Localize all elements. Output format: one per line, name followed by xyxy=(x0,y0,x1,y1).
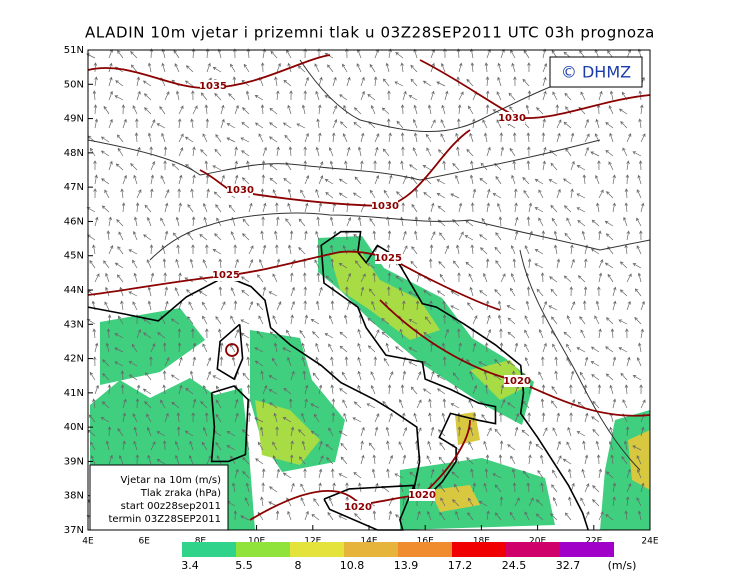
lon-label: 4E xyxy=(82,537,94,547)
isobar-label: 1030 xyxy=(498,113,526,124)
info-line: Tlak zraka (hPa) xyxy=(140,488,221,499)
colorbar: 3.4 5.5 8 10.8 13.9 17.2 24.5 32.7 (m/s) xyxy=(181,542,636,572)
isobar-label-bg xyxy=(499,112,525,124)
wind-area xyxy=(455,412,480,445)
lat-label: 39N xyxy=(64,456,84,467)
colorbar-label: 3.4 xyxy=(181,559,199,572)
colorbar-swatch xyxy=(344,542,398,557)
lat-label: 50N xyxy=(64,79,84,90)
border xyxy=(299,59,601,133)
lat-label: 46N xyxy=(64,216,84,227)
isobar xyxy=(249,419,471,521)
info-line: start 00z28sep2011 xyxy=(121,501,221,512)
info-line: termin 03Z28SEP2011 xyxy=(109,514,222,525)
colorbar-label: 24.5 xyxy=(502,559,527,572)
colorbar-label: 13.9 xyxy=(394,559,419,572)
info-line: Vjetar na 10m (m/s) xyxy=(120,475,221,486)
colorbar-label: 17.2 xyxy=(448,559,473,572)
isobar-label: 1020 xyxy=(503,376,531,387)
lon-label: 8E xyxy=(195,537,207,547)
info-text: Vjetar na 10m (m/s) Tlak zraka (hPa) start… xyxy=(109,475,222,525)
colorbar-swatch xyxy=(236,542,290,557)
isobar-label: 1020 xyxy=(408,490,436,501)
lat-label: 41N xyxy=(64,388,84,399)
isobar-label-bg xyxy=(409,489,435,501)
isobar-label: 1025 xyxy=(374,253,402,264)
isobar-label-bg xyxy=(227,184,253,196)
isobar xyxy=(225,343,239,357)
colorbar-swatch xyxy=(560,542,614,557)
lat-label: 38N xyxy=(64,491,84,502)
lon-label: 24E xyxy=(641,537,658,547)
lon-label: 10E xyxy=(248,537,265,547)
isobar xyxy=(87,250,501,311)
isobar-label-bg xyxy=(504,375,530,387)
lon-label: 16E xyxy=(417,537,434,547)
colorbar-swatch xyxy=(452,542,506,557)
colorbar-label: 5.5 xyxy=(235,559,253,572)
graticule-labels: 51N 50N 49N 48N 47N 46N 45N 44N 43N 42N 41N 40N 39N 3… xyxy=(64,45,659,547)
lat-label: 40N xyxy=(64,422,84,433)
colorbar-swatch xyxy=(182,542,236,557)
lat-label: 43N xyxy=(64,319,84,330)
lon-label: 12E xyxy=(304,537,321,547)
info-box xyxy=(89,464,229,531)
isobar-label: 1025 xyxy=(212,270,240,281)
lat-label: 42N xyxy=(64,354,84,365)
lon-label: 6E xyxy=(138,537,150,547)
isobar-labels: 1035 1030 1030 1030 1025 1025 1020 1020 1020 xyxy=(199,80,531,513)
isobar-label-bg xyxy=(345,501,371,513)
coastline xyxy=(323,484,416,531)
lat-label: 45N xyxy=(64,251,84,262)
wind-area xyxy=(330,250,440,340)
isobar-label: 1030 xyxy=(226,185,254,196)
isobar-label: 1020 xyxy=(344,502,372,513)
coastline xyxy=(87,230,589,531)
isobar-label-bg xyxy=(375,252,401,264)
isobar-label-bg xyxy=(213,269,239,281)
isobar-label: 1035 xyxy=(199,81,227,92)
isobar-label-bg xyxy=(200,80,226,92)
colorbar-swatch xyxy=(506,542,560,557)
copyright: © DHMZ xyxy=(561,63,631,82)
logo-box xyxy=(549,56,643,88)
colorbar-label: 10.8 xyxy=(340,559,365,572)
coastline xyxy=(216,323,244,381)
lon-label: 14E xyxy=(360,537,377,547)
border xyxy=(87,139,601,181)
wind-area xyxy=(100,308,205,385)
isobar-label: 1030 xyxy=(371,201,399,212)
coastlines xyxy=(87,230,589,531)
lon-label: 20E xyxy=(529,537,546,547)
lat-label: 47N xyxy=(64,182,84,193)
colorbar-unit: (m/s) xyxy=(608,559,637,572)
lon-label: 22E xyxy=(585,537,602,547)
isobar-label-bg xyxy=(372,200,398,212)
border xyxy=(519,249,641,471)
lat-label: 49N xyxy=(64,114,84,125)
colorbar-label: 32.7 xyxy=(556,559,581,572)
coastline xyxy=(210,385,250,463)
title: ALADIN 10m vjetar i prizemni tlak u 03Z2… xyxy=(85,24,655,42)
colorbar-swatch xyxy=(290,542,344,557)
colorbar-label: 8 xyxy=(295,559,302,572)
lat-label: 37N xyxy=(64,525,84,536)
borders xyxy=(87,59,651,471)
wind-area xyxy=(255,400,320,465)
lat-label: 48N xyxy=(64,148,84,159)
lon-label: 18E xyxy=(473,537,490,547)
wind-area xyxy=(400,458,555,530)
wind-area xyxy=(430,485,480,512)
lat-label: 51N xyxy=(64,45,84,56)
colorbar-swatch xyxy=(398,542,452,557)
lat-label: 44N xyxy=(64,285,84,296)
border xyxy=(149,212,651,261)
